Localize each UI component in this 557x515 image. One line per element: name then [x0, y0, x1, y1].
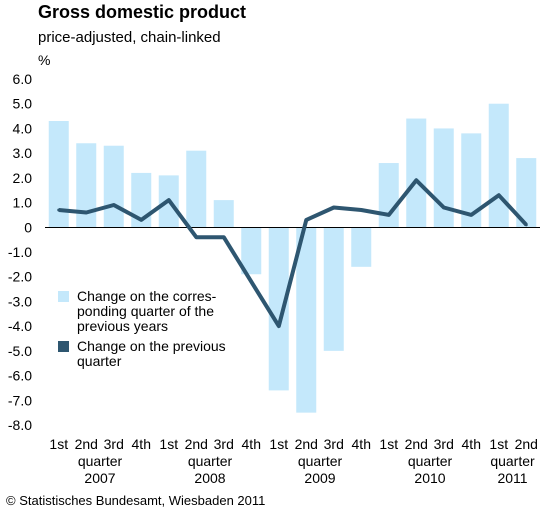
x-tick-label: 4th [462, 436, 481, 452]
x-tick-label: 1st [159, 436, 178, 452]
line-point [112, 203, 116, 207]
line-point [524, 223, 528, 227]
bar [433, 128, 454, 228]
line-point [332, 206, 336, 210]
y-tick-label: 3.0 [13, 145, 33, 161]
x-tick-label: 2nd [185, 436, 208, 452]
line-point [304, 218, 308, 222]
bar [103, 145, 124, 228]
x-group-year: 2011 [497, 470, 527, 486]
bar [296, 227, 317, 413]
y-axis-unit: % [38, 52, 51, 68]
x-tick-label: 2nd [515, 436, 538, 452]
y-tick-label: 2.0 [13, 170, 33, 186]
x-tick-label: 3rd [104, 436, 124, 452]
x-group-year: 2009 [304, 470, 335, 486]
bar [488, 103, 509, 228]
x-tick-label: 2nd [75, 436, 98, 452]
gdp-chart: 6.0 5.0 4.0 3.0 2.0 1.0 0 -1.0 -2.0 -3.0 -4.0 -5.0 -… [8, 71, 540, 486]
bar [76, 143, 97, 228]
bar [378, 163, 399, 228]
x-tick-label: 3rd [324, 436, 344, 452]
x-tick-label: 2nd [405, 436, 428, 452]
y-tick-label: 0 [24, 219, 32, 235]
line-point [277, 324, 281, 328]
y-tick-label: 6.0 [13, 71, 33, 87]
x-tick-label: 4th [352, 436, 371, 452]
y-tick-label: -3.0 [8, 293, 32, 309]
y-tick-label: -2.0 [8, 269, 32, 285]
line-point [84, 210, 88, 214]
bar [406, 118, 427, 228]
x-group-year: 2008 [194, 470, 225, 486]
bar [516, 158, 537, 228]
bar [323, 227, 344, 351]
line-point [139, 218, 143, 222]
line-point [57, 208, 61, 212]
legend-label-line: quarter [77, 353, 122, 369]
x-group-year: 2007 [84, 470, 115, 486]
x-group-label: quarter [78, 453, 123, 469]
x-group-label: quarter [408, 453, 453, 469]
x-tick-label: 4th [132, 436, 151, 452]
x-axis-labels: 1st 2nd 3rd 4th 1st 2nd 3rd 4th 1st 2nd 3rd 4th 1st 2… [49, 436, 538, 486]
legend: Change on the corres-ponding quarter of … [58, 288, 226, 369]
y-axis-ticks: 6.0 5.0 4.0 3.0 2.0 1.0 0 -1.0 -2.0 -3.0 -4.0 -5.0 -… [8, 71, 32, 433]
line-point [497, 193, 501, 197]
legend-label-line: ponding quarter of the [77, 303, 214, 319]
y-tick-label: 1.0 [13, 195, 33, 211]
y-tick-label: 5.0 [13, 96, 33, 112]
x-group-label: quarter [188, 453, 233, 469]
legend-label-line: previous years [77, 318, 168, 334]
x-tick-label: 3rd [214, 436, 234, 452]
bar [351, 227, 372, 267]
bar-series [48, 103, 537, 413]
x-tick-label: 3rd [434, 436, 454, 452]
line-series [57, 178, 528, 329]
line-point [469, 213, 473, 217]
x-tick-label: 1st [269, 436, 288, 452]
x-group-year: 2010 [414, 470, 445, 486]
chart-subtitle: price-adjusted, chain-linked [38, 29, 221, 46]
legend-bar-swatch [58, 291, 69, 302]
y-tick-label: -4.0 [8, 318, 32, 334]
y-tick-label: -5.0 [8, 343, 32, 359]
legend-label-line: Change on the previous [77, 338, 226, 354]
y-tick-label: -7.0 [8, 392, 32, 408]
line-point [414, 178, 418, 182]
line-point [442, 206, 446, 210]
x-tick-label: 1st [49, 436, 68, 452]
legend-label: Change on the corres-ponding quarter of … [77, 288, 217, 334]
x-tick-label: 4th [242, 436, 261, 452]
legend-label-line: Change on the corres- [77, 288, 217, 304]
y-tick-label: 4.0 [13, 120, 33, 136]
line-point [194, 235, 198, 239]
bar [461, 133, 482, 228]
x-tick-label: 2nd [295, 436, 318, 452]
x-tick-label: 1st [379, 436, 398, 452]
bar [131, 172, 152, 228]
copyright-note: © Statistisches Bundesamt, Wiesbaden 201… [6, 493, 266, 508]
line-point [359, 208, 363, 212]
chart-title: Gross domestic product [38, 2, 247, 22]
legend-label: Change on the previous quarter [77, 338, 226, 369]
y-tick-label: -1.0 [8, 244, 32, 260]
bar [268, 227, 289, 391]
line-point [249, 280, 253, 284]
x-group-label: quarter [298, 453, 343, 469]
bar [186, 150, 207, 228]
legend-line-swatch [58, 341, 69, 352]
line-point [387, 213, 391, 217]
x-group-label: quarter [490, 453, 535, 469]
line-point [222, 235, 226, 239]
bar [213, 200, 234, 228]
y-tick-label: -8.0 [8, 417, 32, 433]
line-path [58, 178, 528, 329]
line-point [167, 198, 171, 202]
bar [241, 227, 262, 275]
bar [48, 121, 69, 228]
x-tick-label: 1st [489, 436, 508, 452]
y-tick-label: -6.0 [8, 368, 32, 384]
